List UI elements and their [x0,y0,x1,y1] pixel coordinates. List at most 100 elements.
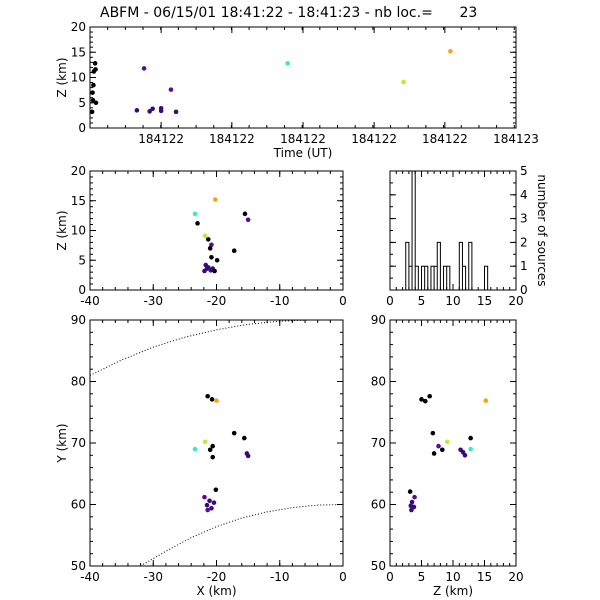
range-ring-curve [89,319,343,376]
source-point [439,447,445,453]
source-point [202,494,207,500]
y-tick-label: 10 [71,224,86,238]
y-tick-label: 70 [371,436,386,450]
source-point [173,109,179,115]
source-point [205,393,210,399]
source-point [158,106,164,111]
source-point [436,443,441,449]
source-point [207,447,213,453]
source-point [409,499,415,505]
source-point [231,248,237,254]
source-point [242,435,247,441]
source-point [89,109,95,115]
source-point [445,439,450,445]
x-tick-label: 15 [477,294,492,308]
y-tick-label: 70 [71,436,86,450]
source-point [242,211,248,217]
x-tick-label: 184123 [493,132,539,146]
source-point [209,254,214,260]
x-tick-label: -30 [143,570,163,584]
panel-time-vs-altitude: 184122 184122 184122 184122 184122 184123 0 5 10… [55,20,539,160]
source-point [141,66,147,71]
x-tick-label: 0 [339,294,347,308]
y-tick-label: 0 [78,283,86,297]
source-point [93,100,99,106]
source-point [202,233,208,239]
source-point [401,79,406,85]
source-point [422,398,428,404]
x-tick-label: 5 [418,294,426,308]
y-tick-label: 20 [71,20,86,34]
y-axis-title: Y (km) [55,423,69,463]
x-tick-label: 10 [445,570,460,584]
figure-title: ABFM - 06/15/01 18:41:22 - 18:41:23 - nb… [100,5,477,21]
source-point [168,87,174,92]
source-point [210,443,216,449]
x-tick-label: 0 [386,570,394,584]
x-tick-label: -40 [80,570,100,584]
x-tick-label: 184122 [280,132,326,146]
x-tick-label: 184122 [422,132,468,146]
source-point [90,90,95,95]
source-point [407,489,413,494]
source-point [214,257,220,263]
source-point [91,82,96,88]
source-point [204,266,210,271]
source-point [93,67,98,72]
source-point [245,453,251,459]
y-tick-label: 15 [71,45,86,59]
source-point [195,221,200,226]
source-point [207,498,212,504]
source-point [192,211,198,217]
source-point [462,453,468,458]
source-point [419,397,424,402]
y-tick-label: 60 [371,498,386,512]
x-tick-label: 15 [477,570,492,584]
source-point [209,505,214,511]
y-tick-label: 60 [71,498,86,512]
x-tick-label: -30 [143,294,163,308]
source-point [431,451,437,456]
source-point [411,504,417,510]
y-tick-label: 1 [520,259,528,273]
y-tick-label: 90 [371,313,386,327]
source-point [448,48,453,54]
x-tick-label: -10 [270,294,290,308]
y-tick-label: 0 [520,283,528,297]
y-tick-label: 80 [371,375,386,389]
y-tick-label: 4 [520,188,528,202]
source-point [209,397,215,402]
y-tick-label: 5 [78,253,86,267]
source-point [430,430,436,436]
source-point [207,246,213,251]
y-tick-label: 90 [71,313,86,327]
panel-x-vs-altitude: -40 -30 -20 -10 0 0 5 10 15 20 Z (km) [55,164,347,308]
plot-frame [389,319,517,567]
x-tick-label: -20 [207,570,227,584]
plot-frame [89,26,517,129]
source-point [412,494,417,500]
range-ring-curve [140,504,344,567]
panel-x-vs-y-plan-view: -40 -30 -20 -10 0 50 60 70 80 90 X (km) Y (km) [55,313,347,598]
x-tick-label: 0 [339,570,347,584]
source-point [214,398,219,403]
x-tick-label: 20 [508,294,523,308]
source-point [204,502,210,508]
y-axis-title: Z (km) [55,57,69,97]
source-point [202,439,208,445]
source-point [468,435,473,441]
x-tick-label: 184122 [209,132,255,146]
x-axis-title: X (km) [196,584,236,598]
y-tick-label: 5 [520,164,528,178]
y-axis-title: Z (km) [55,210,69,250]
x-tick-label: 184122 [351,132,397,146]
y-tick-label: 20 [71,164,86,178]
y-tick-label: 50 [71,559,86,573]
source-point [212,197,218,202]
x-tick-label: 20 [508,570,523,584]
source-point [210,454,216,460]
y-tick-label: 50 [371,559,386,573]
x-tick-label: -10 [270,570,290,584]
source-point [483,398,489,403]
